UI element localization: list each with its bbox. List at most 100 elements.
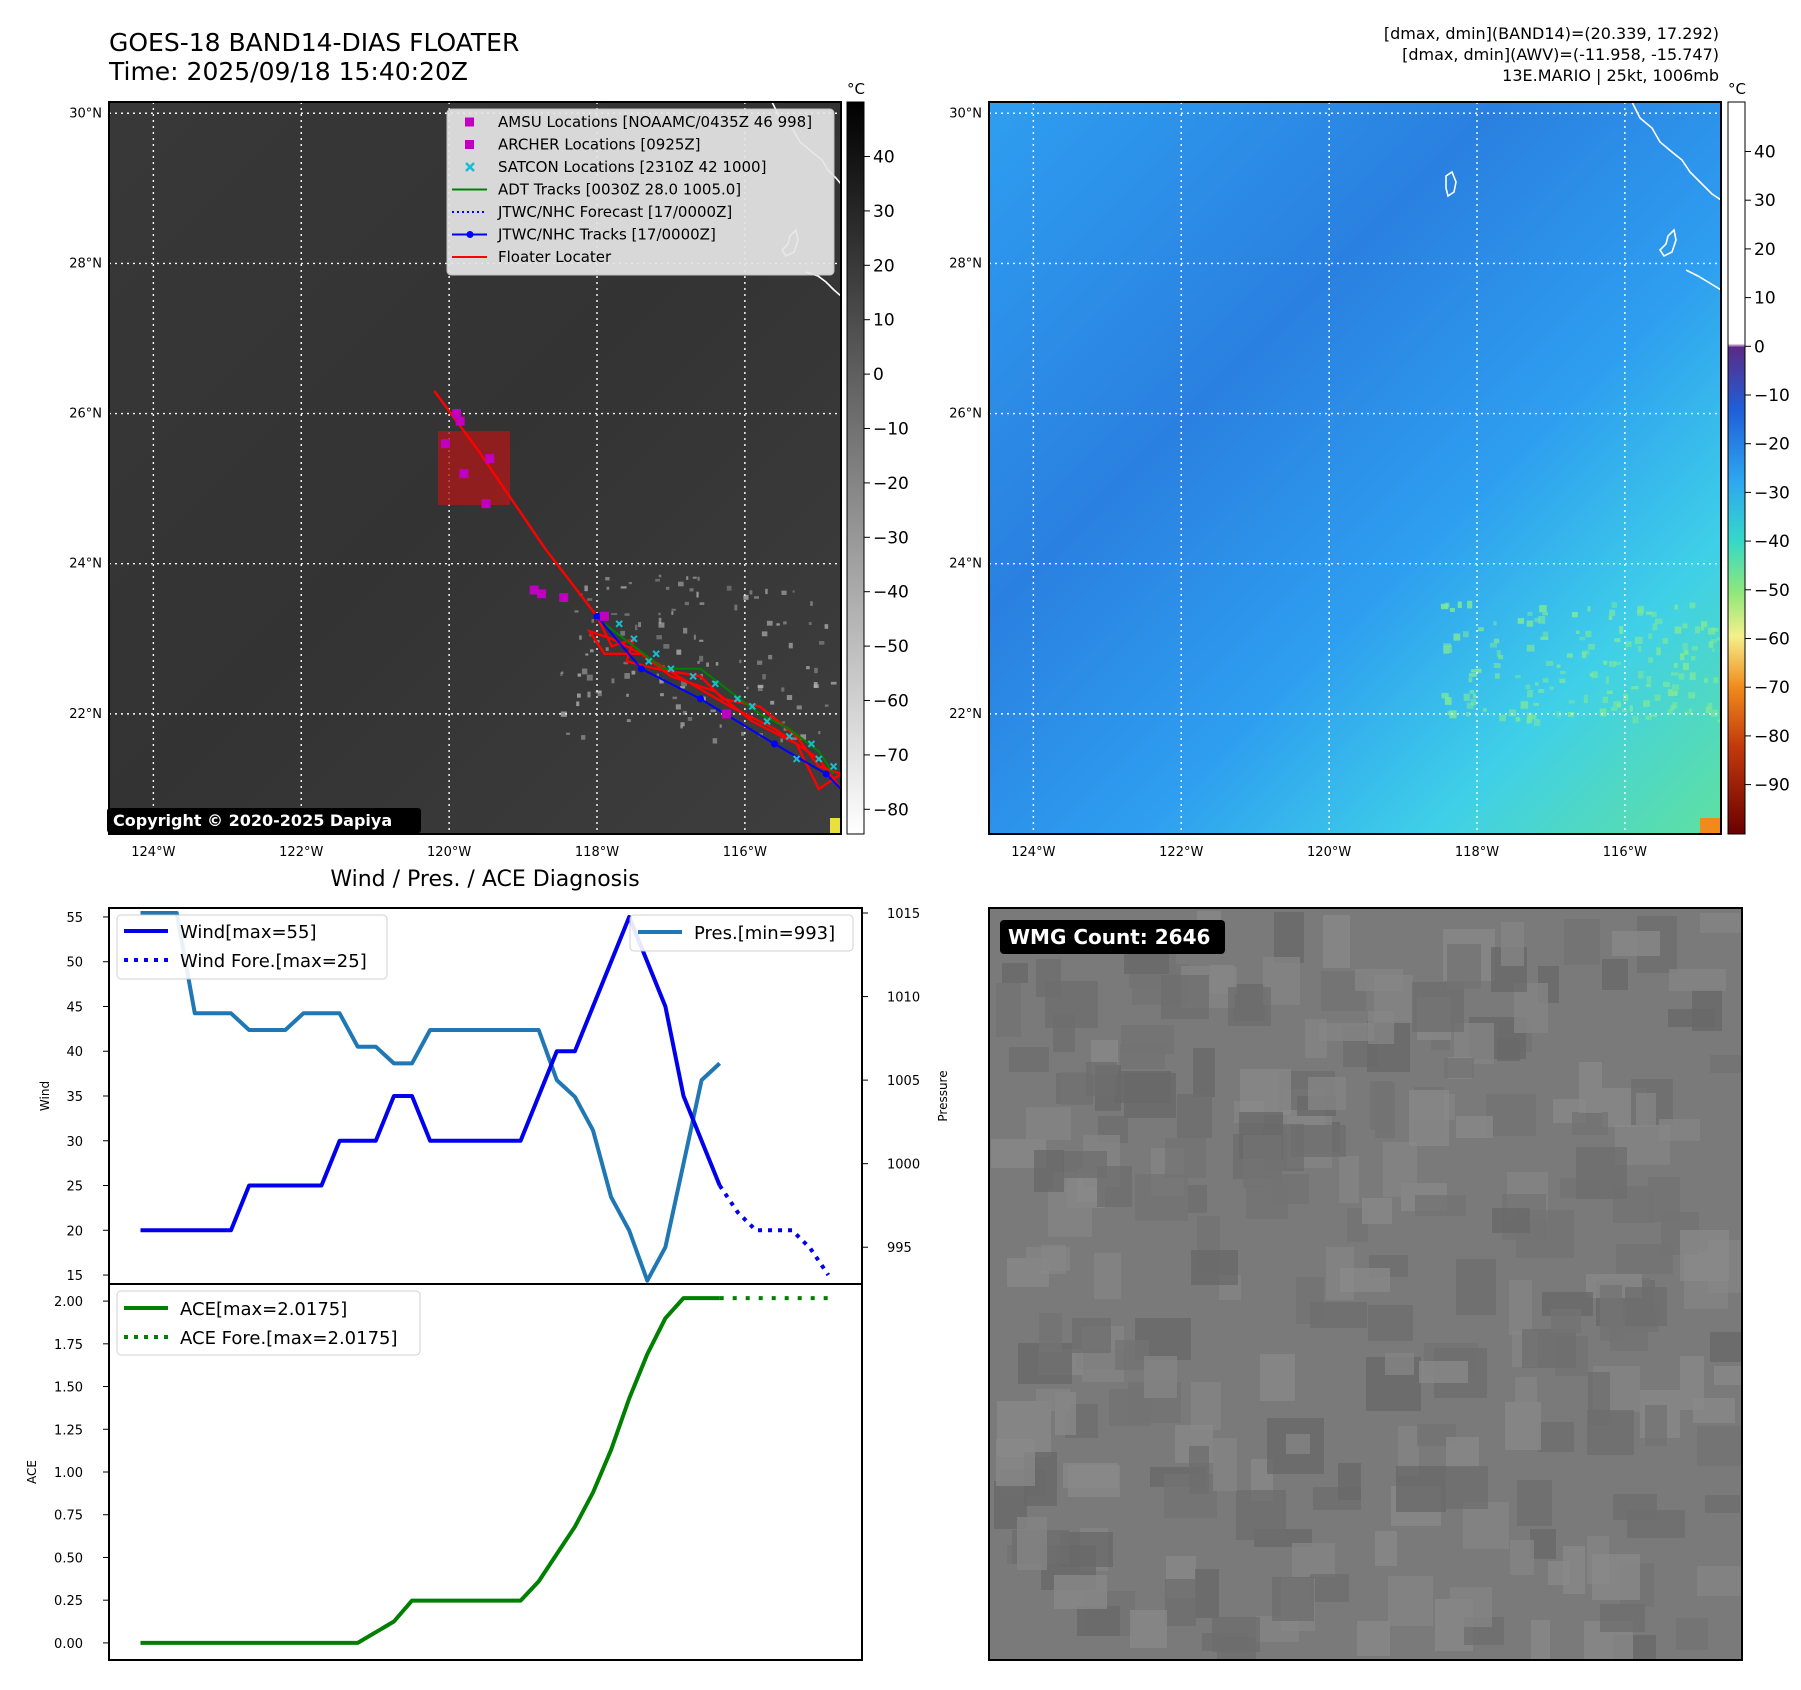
wmg-block	[1212, 1617, 1260, 1652]
wmg-block	[1319, 1023, 1374, 1041]
wmg-block	[1323, 915, 1350, 968]
ir-cloud-speck	[830, 681, 837, 685]
awv-speck	[1648, 633, 1653, 639]
wmg-block	[1002, 963, 1028, 983]
awv-colorbar-unit: °C	[1728, 80, 1746, 98]
awv-gridlines	[989, 102, 1721, 834]
awv-speck	[1707, 627, 1716, 635]
awv-speck	[1662, 681, 1670, 687]
awv-speck	[1591, 671, 1598, 679]
wind-axis-label: Wind	[38, 1081, 52, 1111]
awv-lon-label: 122°W	[1159, 845, 1203, 860]
awv-speck	[1645, 715, 1652, 720]
awv-speck	[1476, 668, 1482, 673]
ir-cloud-speck	[780, 738, 783, 743]
ir-cloud-speck	[597, 690, 602, 697]
wmg-block	[1576, 1147, 1627, 1199]
ir-cloud-speck	[766, 620, 773, 626]
awv-speck	[1680, 653, 1685, 661]
wmg-block	[1308, 1077, 1346, 1110]
ir-cloud-speck	[792, 737, 798, 741]
awv-speck	[1610, 707, 1618, 711]
awv-speck	[1583, 698, 1588, 704]
awv-speck	[1674, 626, 1682, 634]
awv-speck	[1482, 708, 1487, 712]
ir-colorbar-tick-label: 40	[873, 148, 895, 168]
ir-cloud-speck	[576, 701, 580, 707]
ir-cloud-speck	[589, 649, 594, 653]
wmg-block	[1486, 1094, 1536, 1136]
ir-cloud-speck	[696, 591, 699, 598]
ir-cloud-speck	[699, 639, 704, 642]
wind-y-tick-label: 20	[66, 1224, 83, 1239]
wmg-block	[1551, 1309, 1581, 1333]
wind-legend-label: Wind[max=55]	[180, 922, 317, 943]
wmg-block	[1375, 1531, 1397, 1566]
wind-y-tick-label: 30	[66, 1135, 83, 1150]
ir-cloud-speck	[743, 594, 749, 600]
awv-speck	[1468, 677, 1473, 683]
ir-cloud-speck	[620, 586, 627, 589]
awv-speck	[1496, 649, 1501, 657]
ir-lat-label: 30°N	[69, 106, 102, 121]
awv-speck	[1542, 631, 1549, 638]
ir-cloud-speck	[585, 653, 589, 656]
satcon-marker	[748, 702, 756, 711]
diagnosis-title: Wind / Pres. / ACE Diagnosis	[330, 867, 639, 892]
awv-colorbar-tick-label: −90	[1754, 776, 1790, 796]
ir-cloud-speck	[577, 673, 582, 677]
wmg-block	[1144, 1356, 1177, 1398]
satcon-marker	[667, 665, 675, 673]
wmg-block	[1412, 982, 1464, 1032]
awv-speck	[1538, 688, 1545, 693]
ir-cloud-speck	[626, 719, 631, 723]
ir-legend-box	[446, 108, 835, 276]
ir-cloud-speck	[606, 586, 610, 590]
awv-speck	[1559, 678, 1566, 684]
ir-cloud-speck	[808, 622, 812, 625]
awv-speck	[1608, 615, 1613, 621]
ir-cloud-speck	[605, 647, 609, 651]
wmg-block	[1710, 1332, 1742, 1362]
ace-lines	[140, 1296, 829, 1645]
wmg-block	[1419, 1361, 1468, 1383]
ir-cloud-speck	[783, 727, 787, 731]
awv-speck	[1688, 692, 1696, 699]
ir-lon-label: 118°W	[575, 845, 619, 860]
amsu-archer-marker	[599, 611, 609, 621]
wmg-block	[1236, 1490, 1286, 1540]
stats-band14: [dmax, dmin](BAND14)=(20.339, 17.292)	[1384, 24, 1719, 43]
awv-speck	[1599, 708, 1607, 717]
ir-cloud-speck	[741, 731, 745, 736]
awv-speck	[1581, 650, 1590, 655]
ir-cloud-speck	[623, 661, 628, 665]
awv-colorbar	[1727, 101, 1746, 835]
awv-speck	[1526, 620, 1534, 627]
wmg-block	[1612, 931, 1660, 956]
legend-marker-x	[465, 162, 475, 172]
amsu-archer-marker	[481, 499, 491, 509]
wmg-block	[1680, 1230, 1729, 1281]
pressure-y-tick-label: 995	[887, 1241, 912, 1256]
awv-speck	[1662, 637, 1668, 644]
wind-pressure-lines	[140, 911, 830, 1283]
ace-y-tick-label: 0.75	[54, 1509, 83, 1524]
wmg-block	[1034, 1150, 1064, 1192]
ir-cloud-speck	[818, 730, 821, 735]
wmg-block	[1398, 1426, 1419, 1476]
ir-cloud-speck	[628, 581, 632, 585]
ir-cloud-speck	[693, 634, 696, 640]
ir-lat-label: 24°N	[69, 557, 102, 572]
jtwc-track-point	[637, 665, 645, 673]
ir-cloud-speck	[746, 686, 749, 690]
awv-speck	[1520, 701, 1529, 709]
wind-y-ticks: 55 50 45 40 35 30 25 20 15	[66, 911, 109, 1284]
legend-label: Floater Locater	[498, 248, 612, 266]
ir-cloud-speck	[765, 588, 768, 595]
wmg-block	[1228, 987, 1271, 1026]
awv-colorbar-tick-label: −10	[1754, 386, 1790, 406]
ir-cloud-speck	[806, 666, 810, 670]
wmg-block	[1456, 1259, 1496, 1315]
legend-marker-square	[465, 117, 474, 127]
awv-speck	[1534, 617, 1540, 623]
